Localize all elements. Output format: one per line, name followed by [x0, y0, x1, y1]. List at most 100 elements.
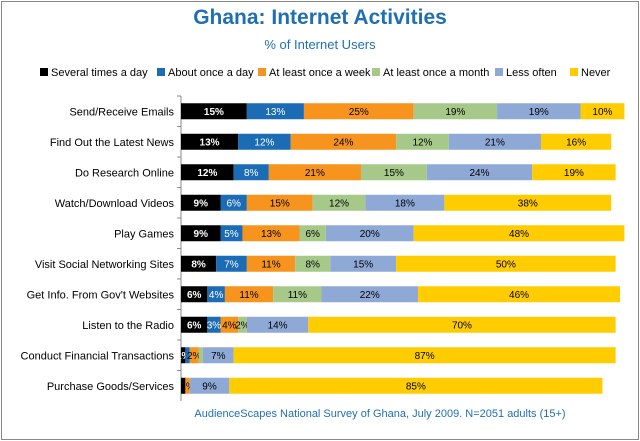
data-label: 12% — [412, 137, 432, 148]
data-label: 2% — [235, 320, 250, 331]
legend-swatch — [40, 68, 48, 76]
data-label: 2% — [187, 351, 202, 362]
bar-segment — [185, 347, 190, 364]
legend-swatch — [157, 68, 165, 76]
data-label: 11% — [261, 259, 280, 270]
data-label: 5% — [224, 229, 239, 240]
data-label: 9% — [202, 381, 217, 392]
data-label: 3% — [207, 320, 222, 331]
bar-segment — [181, 347, 186, 364]
data-label: 15% — [270, 198, 290, 209]
data-label: 7% — [224, 259, 239, 270]
bar-segment — [330, 255, 397, 272]
bar-segment — [220, 316, 239, 333]
category-label: Find Out the Latest News — [50, 137, 175, 149]
data-label: 13% — [261, 229, 281, 240]
chart-title: Ghana: Internet Activities — [193, 6, 447, 29]
legend-label: About once a day — [168, 67, 254, 79]
bar-segment — [216, 255, 247, 272]
bar-segment — [246, 103, 304, 120]
data-label: 12% — [329, 198, 349, 209]
bar-segment — [413, 225, 625, 242]
data-label: 13% — [200, 137, 220, 148]
bar-segment — [312, 194, 366, 211]
data-label: 24% — [470, 168, 490, 179]
data-label: 11% — [288, 290, 307, 301]
data-label: 15% — [353, 259, 373, 270]
bar-segment — [238, 316, 247, 333]
data-label: 1% — [180, 381, 195, 392]
bar-segment — [444, 194, 612, 211]
data-label: 19% — [564, 168, 584, 179]
category-label: Watch/Download Videos — [55, 198, 175, 210]
bar-segment — [181, 286, 208, 303]
category-label: Visit Social Networking Sites — [35, 259, 175, 271]
data-label: 8% — [191, 259, 206, 270]
data-label: 48% — [509, 229, 529, 240]
data-label: 70% — [452, 320, 472, 331]
bar-segment — [396, 133, 449, 150]
bar-segment — [246, 255, 296, 272]
bar-segment — [181, 377, 186, 394]
category-label: Send/Receive Emails — [69, 106, 174, 118]
data-label: 8% — [305, 259, 320, 270]
data-label: 6% — [187, 290, 202, 301]
bar-segment — [448, 133, 541, 150]
bar-segment — [321, 286, 419, 303]
bar-segment — [220, 194, 247, 211]
bar-segment — [303, 103, 414, 120]
legend-item-about-once-a-day: About once a day — [157, 67, 254, 79]
bar-segment — [268, 164, 361, 181]
bar-segment — [220, 225, 243, 242]
data-label: 4% — [222, 320, 237, 331]
bar-segment — [189, 377, 230, 394]
bar-segment — [198, 347, 203, 364]
data-label: 12% — [254, 137, 274, 148]
category-label: Get Info. From Gov't Websites — [27, 289, 175, 301]
data-label: 50% — [496, 259, 516, 270]
bar-segment — [426, 164, 533, 181]
bar-segment — [181, 316, 208, 333]
bar-segment — [290, 133, 397, 150]
data-label: 24% — [333, 137, 353, 148]
category-label: Conduct Financial Transactions — [21, 350, 175, 362]
legend-item-several-times-a-day: Several times a day — [40, 67, 148, 79]
bar-segment — [181, 225, 221, 242]
bar-segment — [181, 133, 239, 150]
data-label: 21% — [305, 168, 325, 179]
bar-segment — [202, 347, 234, 364]
chart-subtitle: % of Internet Users — [264, 37, 376, 52]
category-label: Listen to the Radio — [82, 320, 174, 332]
bar-segment — [580, 103, 625, 120]
bar-segment — [325, 225, 414, 242]
bar-segment — [181, 255, 217, 272]
data-label: 19% — [445, 107, 465, 118]
bar-segment — [540, 133, 612, 150]
bar-segment — [207, 286, 225, 303]
data-label: 7% — [211, 351, 226, 362]
data-label: 38% — [518, 198, 538, 209]
legend-item-at-least-once-a-month: At least once a month — [372, 67, 489, 79]
legend-item-never: Never — [570, 67, 610, 79]
data-label: 18% — [395, 198, 415, 209]
legend-label: At least once a week — [269, 67, 371, 79]
bar-segment — [532, 164, 616, 181]
legend-label: At least once a month — [383, 67, 490, 79]
data-label: 85% — [406, 381, 426, 392]
legend-item-less-often: Less often — [495, 67, 557, 79]
bar-segment — [181, 194, 221, 211]
plot-area: Send/Receive Emails 15% 13% 25% 19% 19% 10% Fin… — [21, 95, 625, 401]
category-label: Purchase Goods/Services — [47, 381, 175, 393]
data-label: 10% — [592, 107, 612, 118]
legend-swatch — [258, 68, 266, 76]
bar-segment — [207, 316, 221, 333]
bar-segment — [365, 194, 445, 211]
bar-segment — [246, 194, 313, 211]
data-label: 9% — [194, 198, 209, 209]
data-label: 15% — [204, 107, 224, 118]
data-label: 9% — [194, 229, 209, 240]
data-label: 11% — [239, 290, 258, 301]
chart-footnote: AudienceScapes National Survey of Ghana,… — [194, 408, 566, 420]
data-label: 25% — [349, 107, 369, 118]
bar-segment — [238, 133, 291, 150]
